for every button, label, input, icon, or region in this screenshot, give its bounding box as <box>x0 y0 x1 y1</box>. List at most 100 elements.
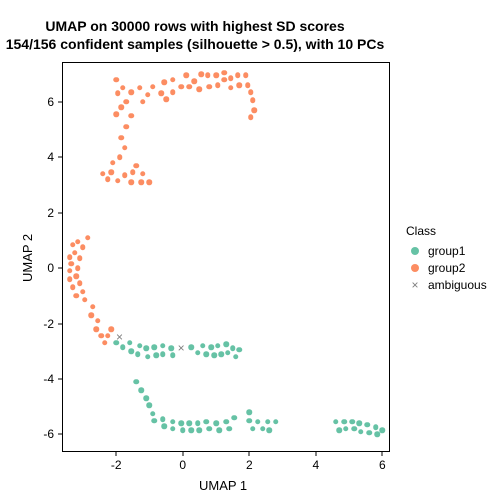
point-ambiguous: × <box>116 331 123 343</box>
point-group1 <box>265 419 271 425</box>
point-group1 <box>341 419 347 425</box>
point-group2 <box>99 333 105 339</box>
point-group2 <box>162 80 168 86</box>
point-group1 <box>133 379 139 385</box>
plot-panel: -20246-6-4-20246×× <box>62 62 390 452</box>
point-group1 <box>143 396 149 402</box>
point-group2 <box>250 98 256 104</box>
point-group1 <box>160 351 166 357</box>
point-group2 <box>74 293 80 299</box>
x-tick-label: 4 <box>312 458 319 472</box>
point-group2 <box>140 99 146 105</box>
legend-item-group2: group2 <box>406 261 487 275</box>
point-group2 <box>140 171 146 177</box>
point-group2 <box>80 245 86 251</box>
y-tick-label: -2 <box>43 317 54 331</box>
point-group1 <box>195 421 201 427</box>
point-group2 <box>70 285 76 291</box>
point-group1 <box>351 426 357 432</box>
point-group1 <box>260 426 266 432</box>
point-group2 <box>118 105 124 111</box>
point-group2 <box>110 160 116 166</box>
point-group2 <box>243 73 249 79</box>
point-group1 <box>212 353 218 359</box>
legend-swatch-group1 <box>411 247 419 255</box>
legend-label: ambiguous <box>428 278 487 292</box>
y-tick-label: 2 <box>47 206 54 220</box>
point-group2 <box>205 73 211 79</box>
point-group2 <box>248 114 254 120</box>
point-group1 <box>255 419 261 425</box>
point-group1 <box>127 340 133 346</box>
point-group2 <box>94 326 100 332</box>
point-group1 <box>356 421 362 427</box>
point-group1 <box>218 351 224 357</box>
x-tick <box>315 451 316 456</box>
x-tick <box>249 451 250 456</box>
point-group1 <box>203 419 209 425</box>
point-group2 <box>108 170 114 176</box>
point-group1 <box>217 427 223 433</box>
y-tick-label: -6 <box>43 427 54 441</box>
point-group2 <box>248 89 254 95</box>
point-group2 <box>130 170 136 176</box>
point-group1 <box>266 427 272 433</box>
point-group1 <box>162 423 168 429</box>
point-group2 <box>207 84 213 90</box>
point-group1 <box>152 344 158 350</box>
point-group1 <box>178 421 184 427</box>
point-group1 <box>215 343 221 349</box>
point-group1 <box>230 346 236 352</box>
point-group2 <box>123 124 129 130</box>
legend-swatch-group2 <box>411 264 419 272</box>
point-group2 <box>122 145 128 151</box>
point-group1 <box>143 346 149 352</box>
x-tick-label: -2 <box>111 458 122 472</box>
point-group2 <box>82 297 88 303</box>
point-group2 <box>213 73 219 79</box>
y-tick <box>58 101 63 102</box>
point-group2 <box>67 276 73 282</box>
point-group1 <box>366 430 372 436</box>
point-group2 <box>170 77 176 83</box>
point-ambiguous: × <box>178 342 185 354</box>
point-group2 <box>100 171 106 177</box>
point-group1 <box>150 411 156 417</box>
legend-cross-icon: × <box>406 278 424 292</box>
point-group2 <box>67 268 73 274</box>
point-group2 <box>102 340 108 346</box>
point-group2 <box>105 177 111 183</box>
point-group2 <box>252 107 258 113</box>
point-group1 <box>350 419 356 425</box>
legend-label: group2 <box>428 261 465 275</box>
point-group1 <box>380 427 386 433</box>
point-group1 <box>135 351 141 357</box>
y-tick <box>58 378 63 379</box>
point-group2 <box>67 254 73 260</box>
point-group2 <box>192 78 198 84</box>
point-group1 <box>137 343 143 349</box>
point-group2 <box>235 73 241 79</box>
y-tick-label: 0 <box>47 261 54 275</box>
point-group1 <box>233 354 239 360</box>
y-tick-label: 6 <box>47 95 54 109</box>
point-group2 <box>72 250 78 256</box>
point-group2 <box>75 265 81 271</box>
point-group1 <box>373 425 379 431</box>
x-tick-label: 6 <box>379 458 386 472</box>
legend-item-ambiguous: × ambiguous <box>406 278 487 292</box>
point-group1 <box>343 426 349 432</box>
point-group2 <box>105 333 111 339</box>
point-group1 <box>153 353 159 359</box>
point-group2 <box>89 312 95 318</box>
point-group1 <box>247 409 253 415</box>
point-group2 <box>70 242 76 248</box>
point-group1 <box>138 387 144 393</box>
point-group2 <box>113 77 119 83</box>
point-group1 <box>160 343 166 349</box>
point-group2 <box>128 179 134 185</box>
point-group2 <box>75 239 81 245</box>
point-group2 <box>137 85 143 91</box>
point-group2 <box>128 113 134 119</box>
point-group1 <box>168 346 174 352</box>
